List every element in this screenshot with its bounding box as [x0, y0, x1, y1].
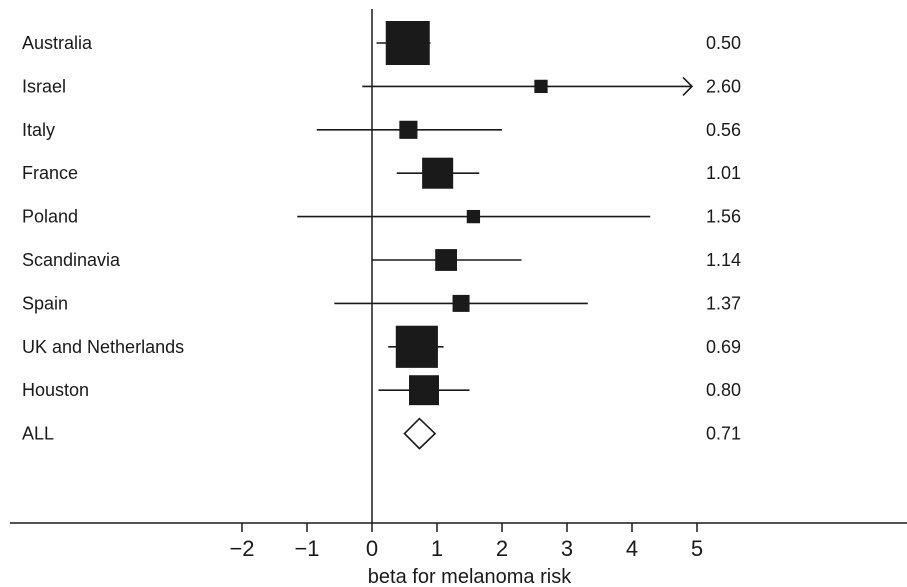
point-estimate-square: [534, 79, 548, 94]
point-estimate-square: [399, 120, 418, 139]
point-estimate-square: [395, 325, 438, 368]
study-label: Australia: [22, 33, 93, 53]
x-tick-label: 3: [561, 536, 573, 561]
point-estimate-square: [409, 375, 439, 406]
pooled-value-label: 0.71: [706, 424, 741, 444]
x-axis-title: beta for melanoma risk: [368, 566, 572, 587]
x-tick-label: 2: [496, 536, 508, 561]
study-row: Scandinavia 1.14: [22, 249, 741, 271]
beta-value-label: 1.14: [706, 250, 741, 270]
x-axis-ticks: −2 −1 0 1 2 3 4 5: [229, 523, 703, 561]
study-label: Spain: [22, 293, 68, 313]
study-row: UK and Netherlands 0.69: [22, 325, 741, 368]
study-label: Italy: [22, 120, 55, 140]
point-estimate-square: [435, 249, 457, 271]
pooled-label: ALL: [22, 424, 54, 444]
study-row: Poland 1.56: [22, 207, 741, 227]
beta-value-label: 0.56: [706, 120, 741, 140]
study-row: Australia 0.50: [22, 21, 741, 65]
study-rows: Australia 0.50 Israel 2.60 Italy 0.56 France 1.…: [22, 21, 741, 406]
study-row: Spain 1.37: [22, 293, 741, 313]
pooled-estimate-row: ALL 0.71: [22, 417, 741, 450]
point-estimate-square: [466, 209, 481, 224]
point-estimate-square: [422, 157, 454, 189]
beta-value-label: 0.50: [706, 33, 741, 53]
x-tick-label: 5: [691, 536, 703, 561]
study-label: Houston: [22, 380, 89, 400]
x-tick-label: 0: [366, 536, 378, 561]
study-label: Israel: [22, 76, 66, 96]
beta-value-label: 1.56: [706, 207, 741, 227]
study-label: Scandinavia: [22, 250, 121, 270]
beta-value-label: 1.01: [706, 163, 741, 183]
study-label: UK and Netherlands: [22, 337, 184, 357]
pooled-diamond: [403, 417, 437, 450]
point-estimate-square: [385, 21, 430, 65]
study-row: Italy 0.56: [22, 120, 741, 140]
x-tick-label: 4: [626, 536, 638, 561]
study-row: France 1.01: [22, 157, 741, 189]
study-label: France: [22, 163, 78, 183]
beta-value-label: 0.69: [706, 337, 741, 357]
study-label: Poland: [22, 207, 78, 227]
x-tick-label: 1: [431, 536, 443, 561]
ci-continuation-arrow: [682, 76, 694, 96]
x-tick-label: −2: [229, 536, 254, 561]
beta-value-label: 1.37: [706, 293, 741, 313]
x-tick-label: −1: [294, 536, 319, 561]
beta-value-label: 0.80: [706, 380, 741, 400]
beta-value-label: 2.60: [706, 76, 741, 96]
study-row: Israel 2.60: [22, 76, 741, 96]
point-estimate-square: [452, 294, 470, 312]
study-row: Houston 0.80: [22, 375, 741, 406]
